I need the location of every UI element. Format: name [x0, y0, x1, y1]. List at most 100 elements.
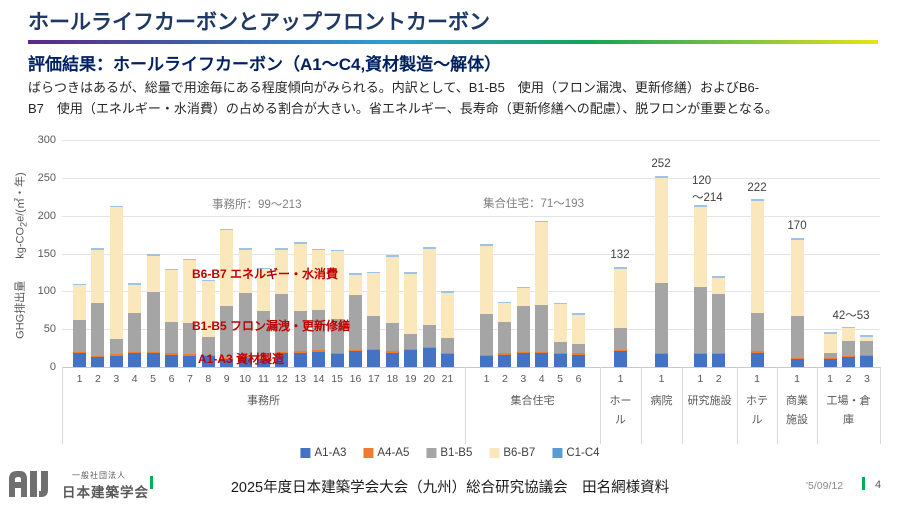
bar-segment-b1-b5	[480, 314, 493, 355]
slide-subtitle: 評価結果：ホールライフカーボン（A1～C4,資材製造～解体）	[28, 55, 502, 74]
annotation: B1-B5 フロン漏洩・更新修繕	[192, 319, 351, 333]
bar-segment-a4-a5	[349, 349, 362, 352]
bar-segment-a4-a5	[842, 355, 855, 358]
stacked-bar	[312, 248, 326, 367]
group-label-line: 商業	[786, 395, 808, 407]
legend-item-b1-b5: B1-B5	[426, 447, 472, 459]
stacked-bar	[257, 267, 270, 367]
bar-segment-b6-b7	[109, 207, 123, 339]
stacked-bar	[109, 205, 123, 367]
bar-segment-a4-a5	[404, 348, 418, 351]
bar-segment-c1-c4	[165, 268, 178, 271]
bar-segment-c1-c4	[712, 276, 726, 278]
x-tick-label: 2	[715, 373, 722, 385]
legend-label: B1-B5	[440, 447, 473, 459]
bar-segment-c1-c4	[238, 248, 252, 250]
group-label-1: 集合住宅	[465, 392, 600, 411]
annotation: 252	[651, 158, 671, 170]
stacked-bar	[404, 272, 418, 367]
bar-segment-b1-b5	[201, 336, 215, 355]
y-axis-title-text: GHG排出量 kg-CO	[14, 226, 27, 339]
bar-segment-b1-b5	[404, 333, 418, 349]
stacked-bar	[128, 283, 142, 367]
bar-segment-b6-b7	[842, 328, 855, 341]
bar-segment-b1-b5	[220, 305, 234, 358]
bar-segment-c1-c4	[73, 283, 86, 286]
footer-org: 一般社団法人 日本建築学会	[62, 470, 149, 501]
annotation: 222	[747, 182, 767, 194]
category-separator	[880, 367, 881, 444]
bar-segment-a1-a3	[183, 355, 197, 367]
group-label-line: 施設	[786, 413, 808, 426]
bar-segment-b6-b7	[201, 281, 215, 337]
bar-segment-a1-a3	[860, 356, 874, 367]
bar-segment-b1-b5	[516, 306, 530, 352]
x-tick-label: 3	[520, 373, 527, 385]
bar-segment-b1-b5	[823, 352, 837, 358]
bar-segment-b1-b5	[128, 312, 142, 352]
category-separator	[465, 367, 466, 444]
x-tick-label: 3	[863, 373, 870, 385]
bar-segment-a1-a3	[201, 356, 215, 367]
x-tick-label: 1	[697, 373, 704, 385]
stacked-bar	[693, 205, 707, 367]
x-tick-label: 10	[239, 373, 251, 385]
bar-segment-c1-c4	[823, 332, 837, 334]
bar-segment-c1-c4	[257, 267, 270, 270]
bar-segment-a1-a3	[572, 354, 585, 367]
bar-segment-b6-b7	[73, 285, 86, 321]
bar-segment-b6-b7	[146, 255, 160, 293]
bar-segment-b1-b5	[165, 322, 178, 354]
group-label-line: ル	[751, 413, 763, 426]
annotation: 事務所：99～213	[212, 199, 302, 211]
bar-segment-b1-b5	[385, 323, 399, 352]
bar-segment-a4-a5	[441, 352, 454, 355]
stacked-bar	[73, 283, 86, 367]
group-label-0: 事務所	[62, 392, 465, 411]
bar-segment-a1-a3	[693, 354, 707, 367]
bar-segment-c1-c4	[441, 291, 454, 293]
stacked-bar	[572, 313, 585, 367]
footer-green-accent	[862, 477, 865, 490]
bar-segment-b1-b5	[553, 342, 567, 353]
bar-segment-a4-a5	[535, 351, 549, 354]
bar-segment-a4-a5	[553, 352, 567, 355]
bar-segment-c1-c4	[422, 247, 436, 249]
bar-segment-c1-c4	[330, 249, 344, 252]
bar-segment-c1-c4	[535, 220, 549, 223]
x-tick-label: 13	[294, 373, 307, 385]
bar-segment-a1-a3	[790, 359, 804, 367]
bar-segment-c1-c4	[750, 199, 764, 201]
x-tick-label: 1	[754, 373, 760, 385]
bar-segment-b6-b7	[165, 270, 178, 323]
legend-swatch-icon	[363, 448, 374, 458]
bar-segment-c1-c4	[146, 254, 160, 256]
bar-segment-c1-c4	[614, 267, 627, 269]
x-tick-label: 11	[258, 373, 269, 385]
body-text: ばらつきはあるが、総量で用途毎にある程度傾向がみられる。内訳として、B1-B5 …	[28, 78, 886, 120]
bar-segment-a4-a5	[201, 354, 215, 357]
body-text-line-1: ばらつきはあるが、総量で用途毎にある程度傾向がみられる。内訳として、B1-B5 …	[28, 80, 760, 95]
bar-segment-a4-a5	[257, 357, 270, 360]
bar-segment-a1-a3	[404, 350, 418, 367]
bar-segment-b6-b7	[128, 284, 142, 313]
bar-segment-a1-a3	[275, 353, 289, 367]
bar-segment-a1-a3	[312, 351, 326, 367]
bar-segment-b1-b5	[257, 311, 270, 358]
bar-segment-a4-a5	[693, 352, 707, 355]
bar-segment-a1-a3	[367, 350, 381, 367]
bar-segment-a4-a5	[712, 352, 726, 355]
stacked-bar	[498, 301, 512, 367]
bar-segment-a4-a5	[146, 351, 160, 354]
stacked-bar	[293, 242, 307, 367]
bar-segment-b1-b5	[441, 338, 454, 353]
legend-swatch-icon	[300, 448, 311, 458]
stacked-bar	[330, 249, 344, 367]
bar-segment-b6-b7	[422, 248, 436, 326]
x-tick-label: 5	[150, 373, 157, 385]
bar-segment-b1-b5	[750, 312, 764, 352]
stacked-bar	[201, 279, 215, 367]
title-divider	[28, 40, 878, 44]
stacked-bar	[480, 244, 493, 367]
